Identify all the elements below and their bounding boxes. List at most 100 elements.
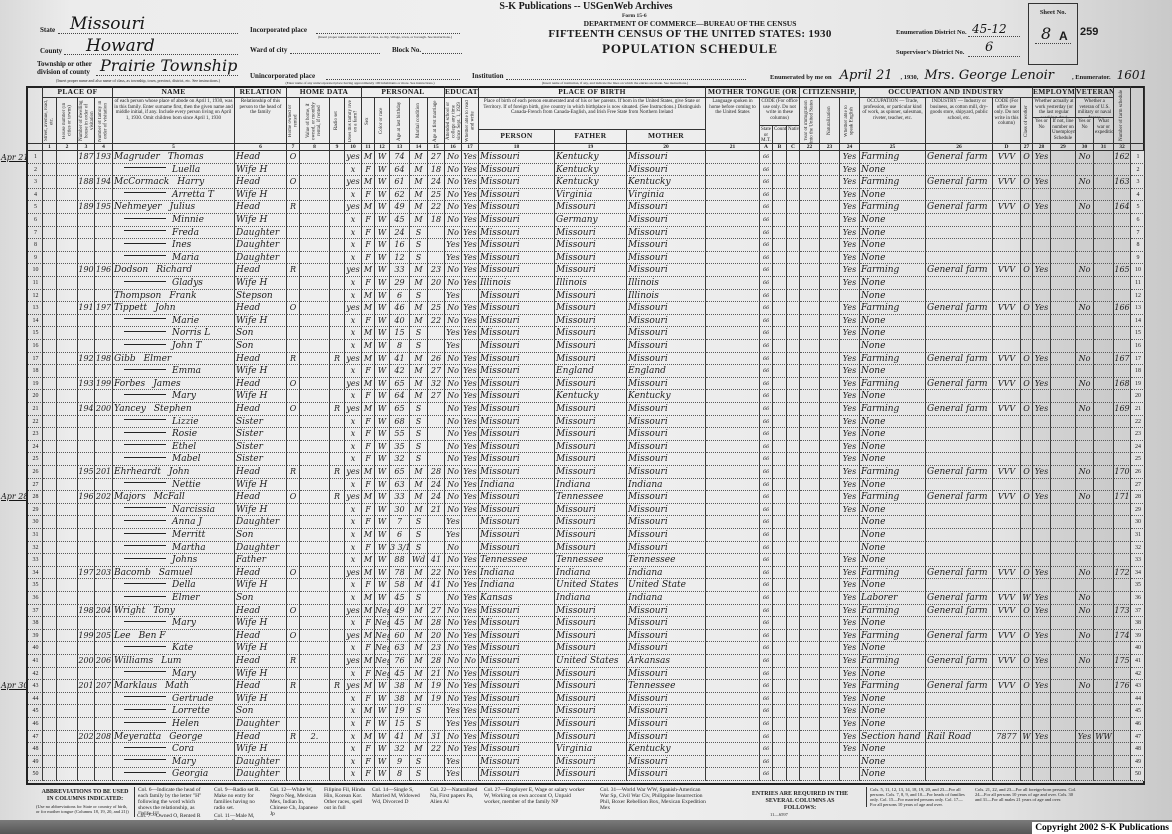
cell-cb xyxy=(773,352,787,366)
cell-name: Magruder Thomas xyxy=(113,151,235,164)
cell-radio xyxy=(330,428,345,441)
cell-pob: Missouri xyxy=(479,440,555,454)
cell-pob: Missouri xyxy=(479,377,555,391)
cell-lang xyxy=(706,289,760,303)
cell-rel: Daughter xyxy=(235,755,287,769)
cell-mar: S xyxy=(410,289,428,303)
cell-lang xyxy=(706,466,760,479)
cell-st xyxy=(43,365,57,378)
cell-lit: Yes xyxy=(462,680,479,693)
cell-radio: R xyxy=(330,680,345,693)
cell-pob: Missouri xyxy=(479,302,555,315)
cell-mar: M xyxy=(410,390,428,403)
cell-cls: O xyxy=(1021,604,1033,618)
cell-dw xyxy=(78,554,95,567)
cell-cb xyxy=(773,440,787,454)
line-number: 47 xyxy=(1131,730,1145,744)
same-surname-dash xyxy=(124,708,166,710)
incorporated-place-note: (Insert proper name and also name of cla… xyxy=(318,35,452,39)
cell-dw xyxy=(78,705,95,718)
column-number: 32 xyxy=(1114,144,1131,151)
cell-ten xyxy=(287,289,300,303)
line-number: 22 xyxy=(28,415,43,429)
cell-lit xyxy=(462,755,479,769)
cell-val xyxy=(300,340,330,353)
cell-cd xyxy=(993,529,1021,542)
cell-ind: General farm xyxy=(926,566,993,580)
column-header-radio: Radio set xyxy=(330,98,345,144)
cell-emp xyxy=(1033,554,1051,567)
cell-cc xyxy=(787,403,800,416)
cell-age: 41 xyxy=(390,730,410,744)
cell-hn xyxy=(57,642,78,655)
cell-age: 49 xyxy=(390,604,410,618)
column-header-eng: Whether able to speak English xyxy=(840,98,860,144)
cell-cls: O xyxy=(1021,302,1033,315)
line-number: 18 xyxy=(1131,365,1145,378)
given-name: Mary xyxy=(172,756,196,767)
cell-hn xyxy=(57,314,78,328)
cell-cc xyxy=(787,466,800,479)
cell-race: W xyxy=(375,201,390,214)
cell-hn xyxy=(57,403,78,416)
line-number: 19 xyxy=(1131,377,1145,391)
cell-fam: 198 xyxy=(95,352,113,366)
cell-eng: Yes xyxy=(840,403,860,416)
cell-cb xyxy=(773,529,787,542)
cell-eng: Yes xyxy=(840,390,860,403)
table-row: 49 Mary Daughter x F W 9 S Yes Missouri Missouri Mi… xyxy=(0,755,1172,769)
cell-ten xyxy=(287,327,300,340)
cell-age: 16 xyxy=(390,239,410,252)
cell-war xyxy=(1094,541,1114,555)
column-number: 18 xyxy=(479,144,555,151)
cell-nat xyxy=(820,592,840,605)
cell-rel: Stepson xyxy=(235,289,287,303)
cell-cls xyxy=(1021,667,1033,681)
cell-race: W xyxy=(375,176,390,189)
cell-rel: Daughter xyxy=(235,251,287,265)
given-name: McFall xyxy=(153,492,185,503)
cell-ca: 66 xyxy=(760,176,773,189)
cell-ind xyxy=(926,251,993,265)
abbreviations-note: (Use no abbreviations for State or count… xyxy=(36,804,129,814)
column-number: 5 xyxy=(113,144,235,151)
cell-ten: R xyxy=(287,655,300,668)
cell-unemp xyxy=(1051,428,1076,441)
cell-unemp xyxy=(1051,440,1076,454)
cell-lang xyxy=(706,239,760,252)
cell-farm: x xyxy=(345,327,362,340)
cell-cd: VVV xyxy=(993,352,1021,366)
cell-sex: M xyxy=(362,201,375,214)
cell-cls xyxy=(1021,768,1033,781)
cell-farmno: 168 xyxy=(1114,377,1131,391)
cell-race: W xyxy=(375,188,390,202)
cell-farm: x xyxy=(345,440,362,454)
cell-mpob: Missouri xyxy=(627,226,706,240)
cell-ind xyxy=(926,226,993,240)
cell-agem: 21 xyxy=(428,667,445,681)
cell-val xyxy=(300,743,330,756)
line-number: 17 xyxy=(28,352,43,366)
cell-ca: 66 xyxy=(760,214,773,227)
cell-pob: Missouri xyxy=(479,151,555,164)
column-number: B xyxy=(773,144,787,151)
cell-ten: O xyxy=(287,302,300,315)
cell-dw xyxy=(78,718,95,731)
cell-lit: Yes xyxy=(462,403,479,416)
cell-occ: None xyxy=(860,277,926,290)
cell-imm xyxy=(800,163,820,177)
code-d-description: CODE (For office use only. Do not write … xyxy=(993,98,1021,144)
cell-ten xyxy=(287,440,300,454)
cell-lang xyxy=(706,604,760,618)
cell-dw xyxy=(78,314,95,328)
cell-nat xyxy=(820,491,840,504)
cell-farmno xyxy=(1114,314,1131,328)
cell-race: W xyxy=(375,768,390,781)
cell-mar: M xyxy=(410,466,428,479)
cell-ten xyxy=(287,579,300,592)
cell-vet xyxy=(1076,541,1094,555)
cell-imm xyxy=(800,176,820,189)
